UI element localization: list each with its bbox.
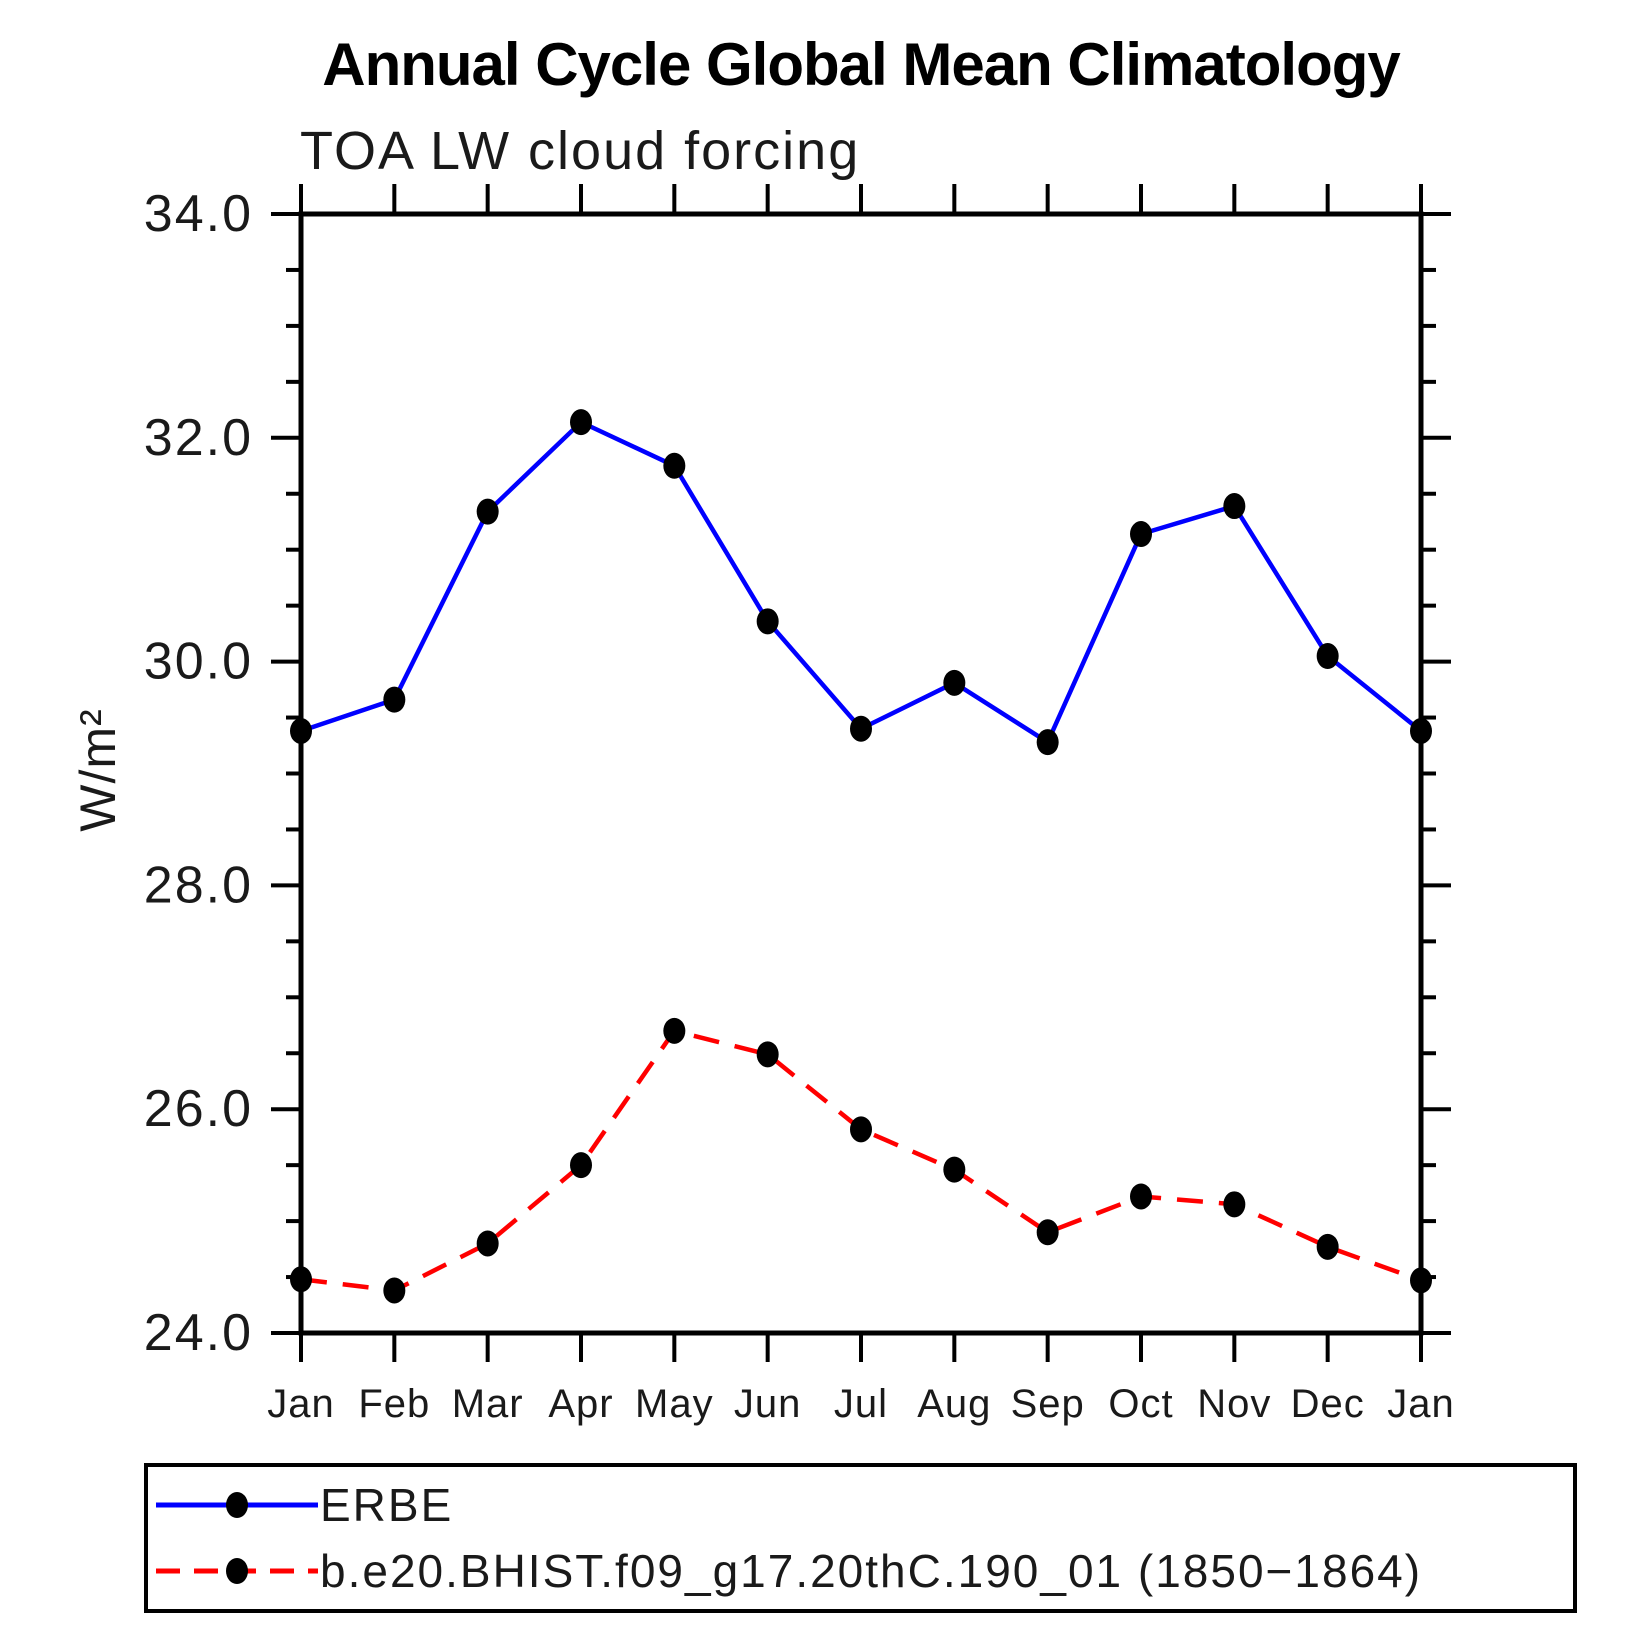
- model-marker: [383, 1277, 406, 1304]
- model-marker: [476, 1230, 499, 1257]
- erbe-marker: [476, 498, 499, 525]
- x-tick-label: Dec: [1291, 1382, 1365, 1426]
- erbe-marker: [850, 715, 872, 742]
- x-tick-label: Jan: [267, 1382, 335, 1426]
- x-tick-label: Jan: [1387, 1382, 1455, 1426]
- legend-entry-erbe: ERBE: [148, 1479, 1573, 1531]
- legend-label-erbe: ERBE: [320, 1479, 454, 1531]
- erbe-marker: [383, 686, 406, 713]
- x-tick-label: Oct: [1108, 1382, 1173, 1426]
- erbe-marker: [663, 452, 686, 479]
- legend-sample-model-line: [156, 1558, 318, 1584]
- erbe-marker: [570, 409, 592, 436]
- legend-marker-model: [226, 1558, 248, 1584]
- model-marker: [1410, 1267, 1432, 1294]
- y-tick-label: 24.0: [144, 1304, 253, 1362]
- model-marker: [1223, 1191, 1246, 1218]
- x-tick-label: Jun: [734, 1382, 802, 1426]
- model-marker: [756, 1041, 779, 1068]
- x-tick-label: Aug: [917, 1382, 991, 1426]
- model-marker: [850, 1116, 872, 1143]
- x-tick-label: Mar: [452, 1382, 524, 1426]
- erbe-marker: [1410, 717, 1432, 744]
- x-tick-label: Feb: [358, 1382, 430, 1426]
- y-tick-label: 28.0: [144, 856, 253, 914]
- y-tick-label: 34.0: [144, 185, 253, 243]
- x-tick-label: May: [635, 1382, 714, 1426]
- x-tick-label: Nov: [1197, 1382, 1271, 1426]
- erbe-line: [300, 419, 1423, 746]
- model-line: [300, 1028, 1422, 1293]
- model-marker: [663, 1017, 686, 1044]
- legend-entry-model: b.e20.BHIST.f09_g17.20thC.190_01 (1850−1…: [148, 1545, 1573, 1597]
- erbe-marker: [943, 669, 966, 696]
- y-tick-label: 30.0: [144, 633, 253, 691]
- x-tick-label: Jul: [834, 1382, 888, 1426]
- chart-title: Annual Cycle Global Mean Climatology: [322, 31, 1401, 98]
- y-tick-label: 26.0: [144, 1080, 253, 1138]
- legend: ERBE b.e20.BHIST.f09_g17.20thC.190_01 (1…: [144, 1463, 1577, 1613]
- plot-frame: [298, 211, 1424, 1336]
- model-marker: [1036, 1219, 1059, 1246]
- erbe-marker: [290, 717, 312, 744]
- x-tick-label: Sep: [1011, 1382, 1085, 1426]
- erbe-marker: [1316, 643, 1339, 670]
- erbe-marker: [1130, 521, 1152, 548]
- legend-sample-erbe-line: [156, 1492, 318, 1518]
- model-marker: [943, 1156, 966, 1183]
- model-marker: [1316, 1233, 1339, 1260]
- legend-label-model: b.e20.BHIST.f09_g17.20thC.190_01 (1850−1…: [320, 1545, 1423, 1597]
- model-marker: [570, 1152, 592, 1179]
- chart-subtitle: TOA LW cloud forcing: [300, 121, 861, 181]
- model-marker: [1130, 1183, 1152, 1210]
- y-tick-label: 32.0: [144, 409, 253, 467]
- erbe-marker: [1036, 729, 1059, 756]
- erbe-marker: [756, 608, 779, 635]
- model-marker: [290, 1266, 312, 1293]
- x-tick-label: Apr: [548, 1382, 613, 1426]
- erbe-marker: [1223, 493, 1246, 520]
- legend-marker-erbe: [226, 1492, 248, 1518]
